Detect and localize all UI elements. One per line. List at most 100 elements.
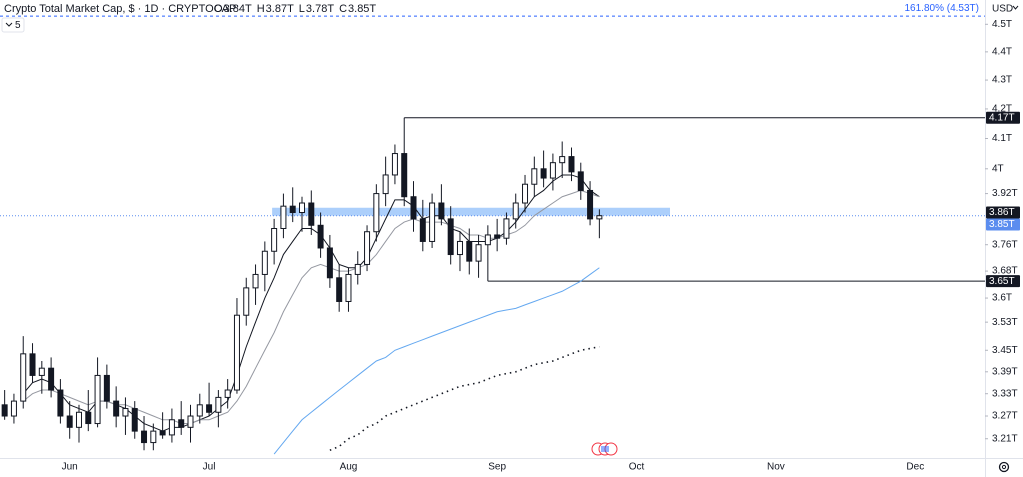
ohlc-key: H	[257, 3, 265, 15]
ohlc-value: 3.84T	[224, 3, 252, 15]
chart-title: Crypto Total Market Cap, $ · 1D · CRYPTO…	[4, 3, 236, 15]
candle-body	[438, 202, 445, 220]
gear-hub	[1001, 464, 1007, 470]
y-tick-label: 3.6T	[992, 293, 1012, 304]
currency-label[interactable]: USD	[992, 4, 1013, 15]
candle-body	[75, 411, 82, 428]
indicator-count: 5	[15, 20, 21, 31]
candle-body	[382, 174, 389, 195]
candle-body	[233, 314, 240, 391]
candle-body	[475, 244, 482, 262]
y-tick-label: 3.68T	[992, 266, 1018, 277]
candle-body	[308, 202, 315, 226]
indicator-toggle[interactable]	[1, 17, 25, 33]
candle-body	[187, 415, 194, 428]
candle-body	[512, 202, 519, 220]
settings-icon[interactable]	[998, 461, 1010, 473]
candle-body	[391, 153, 398, 176]
y-tick-label: 3.27T	[992, 411, 1018, 422]
candle-body	[419, 218, 426, 242]
candle-body	[494, 234, 501, 239]
candle-body	[224, 389, 231, 398]
candle-body	[596, 215, 603, 220]
candle-body	[503, 218, 510, 239]
candle-body	[280, 205, 287, 230]
y-tick-label: 4.3T	[992, 75, 1012, 86]
y-tick-label: 4.1T	[992, 133, 1012, 144]
candle-body	[94, 374, 101, 425]
candle-body	[196, 404, 203, 417]
x-tick-label: Jun	[62, 462, 78, 473]
candle-body	[66, 415, 73, 428]
candle-body	[57, 389, 64, 417]
price-tag	[986, 206, 1020, 219]
axes: Jun Jul Aug Sep Oct Nov Dec4.5T4.4T4.3T4.2T4.1…	[62, 19, 1020, 473]
y-tick-label: 3.33T	[992, 388, 1018, 399]
candle-body	[456, 240, 463, 256]
y-tick-label: 3.76T	[992, 239, 1018, 250]
ohlc-value: 3.87T	[266, 3, 294, 15]
y-tick-label: 4.2T	[992, 104, 1012, 115]
candle-body	[113, 400, 120, 417]
candle-body	[141, 430, 148, 444]
plot-area: 161.80% (4.53T)	[0, 3, 985, 455]
y-tick-label: 3.39T	[992, 366, 1018, 377]
candle-body	[252, 273, 259, 289]
candle-body	[577, 171, 584, 191]
candle-body	[243, 287, 250, 316]
y-tick-label: 3.45T	[992, 345, 1018, 356]
ohlc-key: C	[339, 3, 347, 15]
candle-body	[299, 202, 306, 214]
candle-body	[48, 367, 55, 391]
candle-body	[354, 263, 361, 275]
header: Crypto Total Market Cap, $ · 1D · CRYPTO…	[1, 3, 1019, 33]
candle-body	[29, 353, 36, 376]
ohlc-key: O	[214, 3, 223, 15]
candle-body	[345, 273, 352, 302]
price-tag	[986, 275, 1020, 288]
candle-body	[271, 228, 278, 252]
y-tick-label: 3.92T	[992, 188, 1018, 199]
candle-body	[373, 193, 380, 233]
candle-body	[215, 396, 222, 413]
y-tick-label: 3.21T	[992, 433, 1018, 444]
x-tick-label: Nov	[767, 462, 785, 473]
candle-body	[178, 419, 185, 428]
candle-body	[150, 430, 157, 444]
y-tick-label: 4.5T	[992, 19, 1012, 30]
candle-body	[38, 367, 45, 376]
candle-body	[559, 156, 566, 164]
event-icons[interactable]	[591, 442, 618, 456]
x-tick-label: Jul	[203, 462, 216, 473]
price-tag-label: 3.86T	[989, 207, 1015, 218]
price-tag-label: 4.17T	[989, 112, 1015, 123]
candle-body	[466, 240, 473, 262]
candle-body	[522, 183, 529, 204]
candle-body	[261, 250, 268, 275]
chevron-icon	[5, 22, 13, 27]
chevron-icon	[1012, 5, 1019, 10]
candle-body	[410, 196, 417, 220]
x-tick-label: Sep	[488, 462, 506, 473]
candle-body	[103, 374, 110, 402]
candle-body	[1, 404, 8, 417]
zone	[272, 207, 670, 216]
ohlc-value: 3.85T	[348, 3, 376, 15]
moving-average	[22, 189, 600, 425]
candle-body	[447, 218, 454, 256]
price-tag	[986, 218, 1020, 231]
ohlc-key: L	[299, 3, 305, 15]
candle-body	[122, 408, 129, 417]
candle-body	[159, 430, 166, 436]
candle-body	[317, 224, 324, 249]
candle-body	[20, 353, 27, 402]
x-tick-label: Aug	[340, 462, 358, 473]
x-tick-label: Oct	[629, 462, 645, 473]
candle-body	[168, 419, 175, 436]
candle-body	[549, 162, 556, 179]
y-tick-label: 3.53T	[992, 317, 1018, 328]
price-tag-label: 3.85T	[989, 219, 1015, 230]
candle-body	[484, 234, 491, 246]
